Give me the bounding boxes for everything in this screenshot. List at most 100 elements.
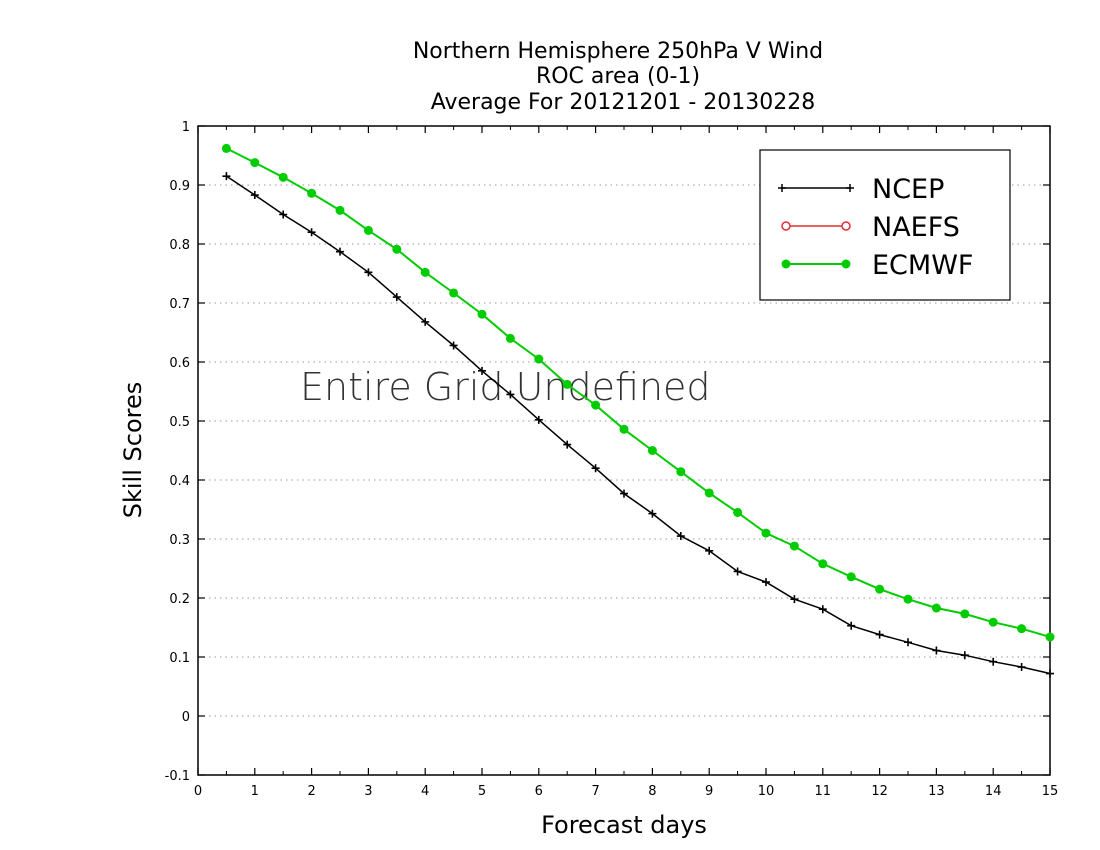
data-point-ncep: [336, 247, 344, 256]
x-tick-label: 11: [815, 784, 832, 799]
y-tick-label: -0.1: [165, 769, 190, 784]
data-point-ecmwf: [505, 333, 515, 343]
data-point-ecmwf: [1045, 632, 1055, 642]
x-tick-label: 2: [307, 784, 315, 799]
data-point-ncep: [279, 210, 288, 219]
x-tick-label: 15: [1042, 784, 1059, 799]
x-tick-label: 12: [871, 784, 888, 799]
data-point-ncep: [364, 268, 373, 277]
x-tick-label: 7: [591, 784, 599, 799]
y-tick-label: 0.7: [169, 297, 190, 312]
y-tick-label: 0.8: [169, 238, 190, 253]
data-point-ncep: [1046, 669, 1054, 678]
legend-ecmwf-marker-start: [781, 259, 791, 269]
y-tick-label: 0.9: [169, 179, 190, 194]
data-point-ncep: [932, 646, 941, 655]
data-point-ncep: [1017, 663, 1026, 672]
y-tick-label: 0.3: [169, 533, 190, 548]
data-point-ncep: [847, 621, 856, 630]
y-axis-label: Skill Scores: [119, 382, 147, 519]
y-axis-ticks: -0.1 0 0.1 0.2 0.3 0.4 0.5 0.6 0.7 0.8 0.9 1: [165, 120, 1050, 784]
x-tick-label: 14: [985, 784, 1002, 799]
data-point-ecmwf: [846, 572, 856, 582]
data-point-ncep: [250, 191, 259, 200]
x-tick-label: 3: [364, 784, 372, 799]
x-tick-label: 5: [478, 784, 486, 799]
chart-title-line-3: Average For 20121201 - 20130228: [431, 90, 816, 115]
data-point-ecmwf: [818, 559, 828, 569]
data-point-ecmwf: [733, 507, 743, 517]
series-line-ecmwf: [225, 147, 1051, 638]
data-point-ncep: [875, 630, 884, 639]
data-point-ecmwf: [221, 143, 231, 153]
grid-undefined-annotation: Entire Grid Undefined: [300, 365, 711, 409]
data-point-ncep: [705, 546, 714, 555]
data-point-ncep: [591, 464, 600, 473]
data-point-ncep: [307, 228, 316, 237]
x-tick-label: 6: [535, 784, 543, 799]
data-point-ecmwf: [477, 309, 487, 319]
legend-naefs-label: NAEFS: [872, 212, 960, 243]
data-point-ecmwf: [449, 288, 459, 298]
data-point-ecmwf: [363, 225, 373, 235]
y-tick-label: 0.1: [169, 651, 190, 666]
data-point-ncep: [506, 390, 515, 399]
y-tick-label: 0.5: [169, 415, 190, 430]
data-point-ecmwf: [335, 205, 345, 215]
data-point-ecmwf: [789, 541, 799, 551]
data-point-ecmwf: [761, 528, 771, 538]
legend-box: [759, 149, 1011, 301]
data-point-ncep: [449, 341, 458, 350]
data-point-ecmwf: [988, 617, 998, 627]
y-tick-label: 1: [182, 120, 190, 135]
data-point-ncep: [960, 651, 969, 660]
data-point-ecmwf: [619, 424, 629, 434]
x-axis-ticks: 0 1 2 3 4 5 6 7 8 9 10 11 12 13 14 15: [194, 126, 1058, 799]
data-point-ecmwf: [676, 467, 686, 477]
chart-title-line-2: ROC area (0-1): [536, 64, 700, 89]
legend-naefs-marker-end: [841, 221, 851, 231]
y-tick-label: 0.6: [169, 356, 190, 371]
x-tick-label: 1: [251, 784, 259, 799]
x-axis-label: Forecast days: [541, 811, 707, 839]
y-tick-label: 0.4: [169, 474, 190, 489]
data-point-ncep: [534, 415, 543, 424]
legend-naefs-marker-start: [781, 221, 791, 231]
data-point-ecmwf: [903, 594, 913, 604]
data-point-ecmwf: [392, 244, 402, 254]
data-point-ecmwf: [278, 172, 288, 182]
x-tick-label: 4: [421, 784, 429, 799]
legend-ncep-marker-end: [846, 184, 854, 192]
data-point-ecmwf: [250, 158, 260, 168]
data-point-ncep: [818, 605, 827, 614]
data-point-ncep: [563, 440, 572, 449]
series-line-ncep: [225, 175, 1051, 675]
data-point-ncep: [904, 638, 912, 647]
data-point-ecmwf: [534, 354, 544, 364]
x-tick-label: 9: [705, 784, 713, 799]
x-tick-label: 10: [758, 784, 775, 799]
x-tick-label: 8: [648, 784, 656, 799]
data-point-ncep: [620, 489, 628, 498]
data-point-ncep: [733, 567, 742, 576]
legend-ecmwf-marker-end: [841, 259, 851, 269]
data-point-ncep: [989, 657, 998, 666]
x-tick-label: 0: [194, 784, 202, 799]
series-layer: [221, 143, 1055, 678]
data-point-ecmwf: [307, 188, 317, 198]
data-point-ncep: [392, 293, 401, 302]
data-point-ecmwf: [704, 488, 714, 498]
data-point-ecmwf: [591, 400, 601, 410]
legend-ncep-marker-start: [778, 184, 786, 192]
chart-title-line-1: Northern Hemisphere 250hPa V Wind: [413, 39, 823, 64]
data-point-ecmwf: [875, 584, 885, 594]
data-point-ecmwf: [562, 379, 572, 389]
data-point-ncep: [648, 509, 657, 518]
data-point-ncep: [222, 172, 231, 181]
data-point-ncep: [421, 317, 430, 326]
legend-ecmwf-label: ECMWF: [872, 250, 973, 281]
data-point-ecmwf: [1017, 624, 1027, 634]
data-point-ncep: [762, 578, 770, 587]
legend: NCEP NAEFS ECMWF: [759, 149, 1011, 301]
